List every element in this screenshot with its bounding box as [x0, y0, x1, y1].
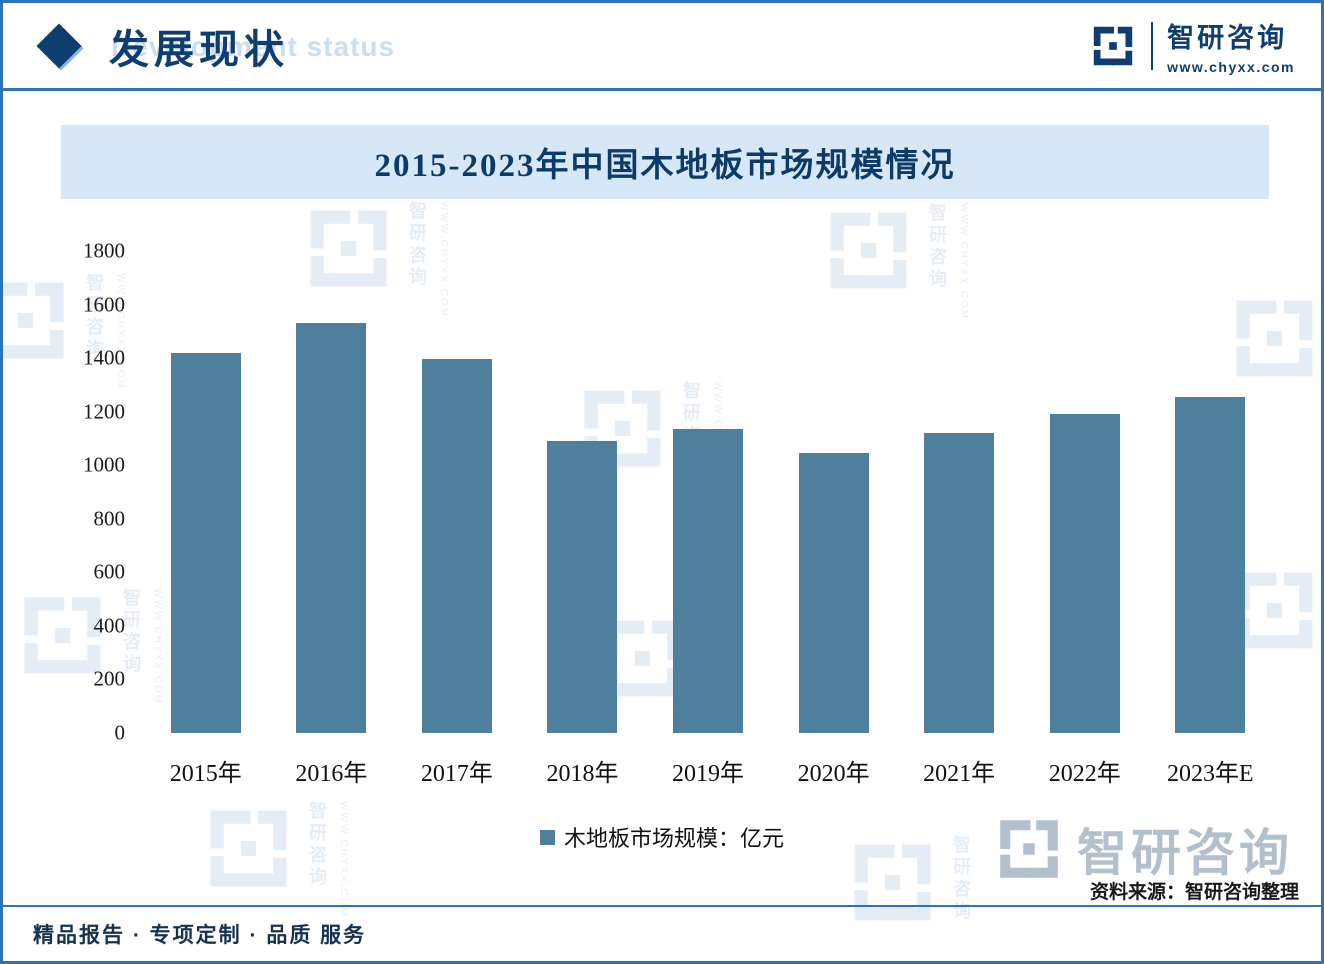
bar-2022年	[1049, 414, 1120, 733]
brand-divider	[1151, 21, 1154, 70]
page-title: 发展现状	[109, 27, 289, 72]
y-axis: 0 200 400 600 800 1000 1200 1400 1600 1800	[3, 239, 126, 745]
y-tick-label: 1200	[83, 399, 125, 424]
watermark-text: 智研咨询	[407, 201, 427, 289]
watermark-logo: 智研咨询 WWW.CHYXX.COM	[15, 588, 163, 705]
brand-name: 智研咨询	[1167, 23, 1288, 53]
x-tick-label: 2018年	[546, 761, 619, 787]
plot-area	[143, 251, 1273, 733]
x-axis: 2015年 2016年 2017年 2018年 2019年 2020年 2021年 2022年…	[143, 753, 1273, 788]
footer-rule	[3, 905, 1321, 907]
header-left: Development status 发展现状	[33, 3, 394, 88]
bar-slot	[1148, 251, 1274, 733]
watermark-site-text: WWW.CHYXX.COM	[152, 588, 163, 706]
bar-2016年	[296, 323, 367, 733]
x-tick-label: 2015年	[169, 761, 242, 787]
watermark-text: 智研咨询	[927, 203, 947, 291]
x-tick-label: 2019年	[672, 761, 745, 787]
y-tick-label: 600	[93, 559, 126, 584]
watermark-site-text: WWW.CHYXX.COM	[115, 273, 126, 391]
x-tick-label: 2020年	[797, 761, 870, 787]
watermark-logo: 智研咨询 WWW.CHYXX.COM	[201, 801, 349, 918]
footer-services: 精品报告 · 专项定制 · 品质 服务	[33, 924, 367, 947]
watermark-text: 智研咨询	[84, 273, 104, 361]
bar-2018年	[547, 441, 618, 733]
watermark-site-text: WWW.CHYXX.COM	[438, 201, 449, 319]
brand-logo: 智研咨询 www.chyxx.com	[1089, 16, 1295, 75]
bar-2019年	[673, 429, 744, 733]
chart-title: 2015-2023年中国木地板市场规模情况	[374, 148, 956, 184]
bar-slot	[269, 251, 395, 733]
data-source: 资料来源：智研咨询整理	[1089, 882, 1299, 903]
y-tick-label: 1000	[83, 452, 125, 477]
chart-title-banner: 2015-2023年中国木地板市场规模情况	[61, 125, 1269, 199]
bar-2021年	[924, 433, 995, 733]
y-tick-label: 1600	[83, 292, 125, 317]
watermark-text: 智研咨询	[121, 588, 141, 676]
watermark-text: 智研咨询	[951, 835, 971, 923]
brand-logo-icon	[1089, 22, 1137, 70]
header: Development status 发展现状 智研咨询 www.chyxx.c…	[3, 3, 1321, 91]
x-tick-label: 2021年	[923, 761, 996, 787]
watermark-site-text: WWW.CHYXX.COM	[958, 203, 969, 321]
brand-text: 智研咨询 www.chyxx.com	[1167, 16, 1295, 75]
brand-watermark-text: 智研咨询	[1077, 825, 1293, 881]
header-title-watermark: Development status	[111, 31, 396, 62]
bar-slot	[771, 251, 897, 733]
bar-2020年	[798, 453, 869, 733]
y-tick-label: 1800	[83, 238, 125, 263]
x-tick-label: 2023年E	[1166, 761, 1254, 787]
watermark-site-text: WWW.CHYXX.COM	[338, 801, 349, 919]
watermark-logo: 智研咨询	[845, 835, 974, 930]
watermark-logo: 智研咨询 WWW.CHYXX.COM	[301, 201, 449, 318]
bottom-brand-watermark: 智研咨询	[993, 813, 1293, 885]
bar-slot	[1022, 251, 1148, 733]
bar-2017年	[421, 359, 492, 733]
bar-slot	[645, 251, 771, 733]
bar-slot	[520, 251, 646, 733]
x-tick-label: 2016年	[295, 761, 368, 787]
bar-slot	[143, 251, 269, 733]
y-tick-label: 0	[114, 720, 126, 745]
y-tick-label: 200	[93, 666, 126, 691]
watermark-text: 智研咨询	[307, 801, 327, 889]
y-tick-label: 800	[93, 506, 126, 531]
legend-swatch	[539, 829, 555, 845]
brand-site: www.chyxx.com	[1167, 59, 1295, 75]
bar-2015年	[170, 352, 241, 733]
bar-slot	[394, 251, 520, 733]
x-tick-label: 2017年	[420, 761, 493, 787]
watermark-logo: 智研咨询 WWW.CHYXX.COM	[821, 203, 969, 320]
x-tick-label: 2022年	[1048, 761, 1121, 787]
bar-2023年E	[1175, 396, 1246, 733]
bar-slot	[896, 251, 1022, 733]
bar-chart: 0 200 400 600 800 1000 1200 1400 1600 1800 2015年 2…	[3, 221, 1321, 796]
y-tick-label: 400	[93, 613, 126, 638]
chart-legend: 木地板市场规模：亿元	[3, 821, 1321, 853]
legend-label: 木地板市场规模：亿元	[563, 826, 784, 851]
y-tick-label: 1400	[83, 345, 125, 370]
diamond-icon	[36, 22, 84, 71]
watermark-logo: 智研咨询 WWW.CHYXX.COM	[0, 273, 126, 390]
